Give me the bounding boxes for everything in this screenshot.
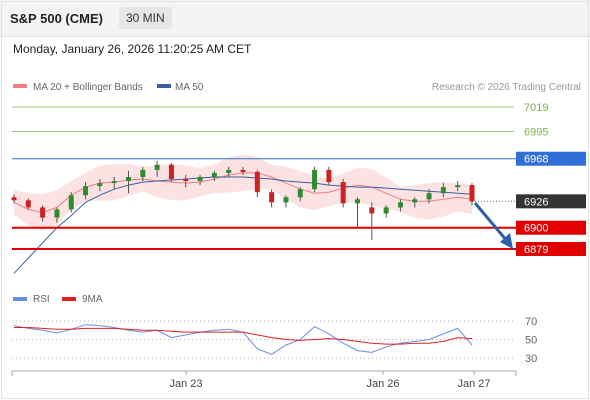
candle-body [283,197,289,203]
candle-body [412,199,418,203]
candle-body [397,202,403,208]
candle-body [154,164,160,170]
candle-body [140,169,146,177]
ma50-line [13,176,473,274]
candle-body [254,171,260,193]
ma20-legend-label: MA 20 + Bollinger Bands [33,82,143,93]
forecast-arrow [473,202,509,242]
forecast-arrowhead [500,233,513,249]
support-label-6900: 6900 [524,223,548,235]
rsi-ma-line [14,327,473,345]
x-tick-label: Jan 27 [457,378,490,390]
candle-body [297,189,303,198]
rsi-ma-legend-swatch [62,297,76,301]
candle-body [168,164,174,180]
candle-body [40,207,46,218]
rsi-tick-label: 70 [525,316,537,328]
source-credit: Research © 2026 Trading Central [432,82,581,93]
candle-body [83,186,89,196]
rsi-line [13,324,473,355]
candle-body [211,172,217,177]
resistance-label-6995: 6995 [524,126,548,138]
candle-body [111,181,117,184]
current-price-label: 6926 [524,196,548,208]
rsi-legend-label: RSI [33,294,50,305]
support-label-6879: 6879 [524,244,548,256]
candle-body [240,169,246,172]
current-price-tag [516,194,586,209]
candle-body [426,193,432,200]
candle-body [355,199,360,204]
ma50-legend-label: MA 50 [175,82,204,93]
rsi-legend-swatch [13,297,27,301]
ma20-legend-swatch [13,84,27,88]
candle-body [197,176,203,182]
resistance-label-7019: 7019 [524,102,548,114]
candle-body [25,200,31,208]
candle-body [369,207,375,214]
rsi-ma-legend-label: 9MA [82,294,103,305]
candle-body [312,169,318,190]
candle-body [126,176,131,182]
candle-body [11,197,17,201]
candle-body [97,183,103,187]
rsi-tick-label: 30 [525,353,537,365]
candle-body [455,185,461,188]
x-tick-label: Jan 26 [366,378,399,390]
support-price-tag-6900 [516,220,586,235]
chart-datetime: Monday, January 26, 2026 11:20:25 AM CET [13,42,252,56]
rsi-tick-label: 50 [525,335,537,347]
candle-body [183,179,189,182]
ma50-legend-swatch [157,84,171,88]
bollinger-band [14,154,472,231]
candle-body [54,209,60,218]
candle-body [469,185,475,202]
timeframe-button[interactable]: 30 MIN [119,7,172,29]
pivot-price-tag [516,151,586,166]
candle-body [226,169,232,173]
candle-body [383,207,389,214]
x-tick-label: Jan 23 [169,378,202,390]
support-price-tag-6879 [516,242,586,256]
chart-header: S&P 500 (CME) 30 MIN [0,0,590,37]
pivot-label: 6968 [524,154,548,166]
candle-body [340,182,346,204]
candle-body [68,195,74,210]
instrument-title: S&P 500 (CME) [10,11,103,26]
candle-body [269,192,275,203]
candle-body [440,187,446,194]
candle-body [326,169,332,183]
